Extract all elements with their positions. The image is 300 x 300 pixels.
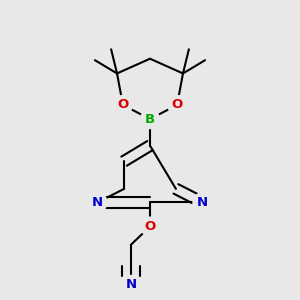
Circle shape	[193, 193, 212, 212]
Text: B: B	[145, 112, 155, 126]
Circle shape	[168, 95, 187, 114]
Text: N: N	[197, 196, 208, 209]
Circle shape	[141, 217, 159, 236]
Circle shape	[113, 95, 132, 114]
Text: O: O	[117, 98, 128, 111]
Circle shape	[88, 193, 107, 212]
Text: O: O	[144, 220, 156, 233]
Text: N: N	[125, 278, 136, 291]
Text: N: N	[92, 196, 103, 209]
Circle shape	[122, 275, 140, 294]
Circle shape	[141, 110, 159, 128]
Text: O: O	[172, 98, 183, 111]
